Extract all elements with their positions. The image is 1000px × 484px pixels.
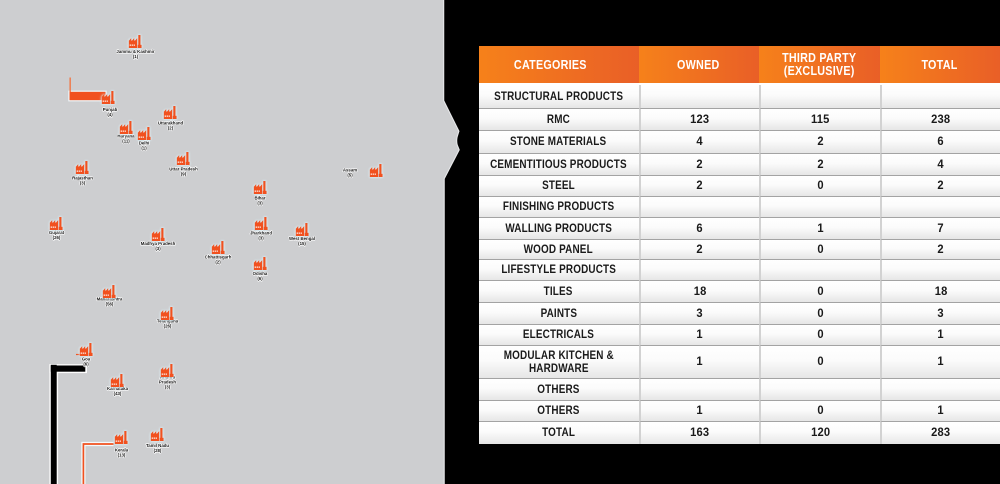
svg-text:Assam: Assam bbox=[343, 167, 357, 172]
svg-text:Chhattisgarh: Chhattisgarh bbox=[205, 254, 232, 259]
svg-text:Andhra: Andhra bbox=[160, 374, 176, 379]
svg-text:Tamil Nadu: Tamil Nadu bbox=[146, 443, 169, 448]
svg-text:(2): (2) bbox=[215, 260, 221, 265]
svg-text:Karnataka: Karnataka bbox=[107, 386, 129, 391]
svg-text:Goa: Goa bbox=[82, 356, 91, 361]
svg-text:Jammu & Kashmir: Jammu & Kashmir bbox=[116, 49, 154, 54]
svg-text:(3): (3) bbox=[257, 201, 263, 206]
svg-text:(56): (56) bbox=[106, 302, 114, 307]
svg-text:Madhya Pradesh: Madhya Pradesh bbox=[141, 241, 176, 246]
svg-text:Uttar Pradesh: Uttar Pradesh bbox=[169, 166, 198, 171]
svg-text:Gujarat: Gujarat bbox=[49, 230, 65, 235]
svg-text:(1): (1) bbox=[141, 146, 147, 151]
svg-text:West Bengal: West Bengal bbox=[289, 236, 315, 241]
svg-text:Punjab: Punjab bbox=[103, 107, 118, 112]
svg-text:Delhi: Delhi bbox=[139, 140, 150, 145]
svg-text:(9): (9) bbox=[181, 172, 187, 177]
svg-text:(5): (5) bbox=[347, 173, 353, 178]
svg-text:(11): (11) bbox=[122, 139, 130, 144]
svg-text:Pradesh: Pradesh bbox=[159, 380, 176, 385]
svg-text:(6): (6) bbox=[83, 362, 89, 367]
svg-text:(15): (15) bbox=[298, 241, 306, 246]
svg-text:Bihar: Bihar bbox=[254, 195, 265, 200]
svg-text:Kerala: Kerala bbox=[115, 447, 129, 452]
svg-text:(43): (43) bbox=[114, 391, 122, 396]
svg-text:(3): (3) bbox=[155, 246, 161, 251]
svg-text:(13): (13) bbox=[118, 453, 126, 458]
svg-text:(3): (3) bbox=[258, 236, 264, 241]
svg-text:Rajasthan: Rajasthan bbox=[72, 175, 93, 180]
svg-text:(6): (6) bbox=[257, 276, 263, 281]
svg-text:Maharashtra: Maharashtra bbox=[97, 296, 123, 301]
svg-text:(28): (28) bbox=[154, 448, 162, 453]
svg-text:Jharkhand: Jharkhand bbox=[250, 230, 272, 235]
svg-text:Telangana: Telangana bbox=[157, 318, 179, 323]
svg-text:Haryana: Haryana bbox=[117, 133, 135, 138]
svg-text:(26): (26) bbox=[164, 324, 172, 329]
svg-text:(1): (1) bbox=[133, 54, 139, 59]
svg-text:(26): (26) bbox=[53, 235, 61, 240]
svg-text:(4): (4) bbox=[107, 112, 113, 117]
svg-text:(3): (3) bbox=[80, 181, 86, 186]
svg-text:Odisha: Odisha bbox=[253, 271, 268, 276]
svg-text:(2): (2) bbox=[168, 126, 174, 131]
svg-text:(3): (3) bbox=[165, 385, 171, 390]
svg-text:Uttarakhand: Uttarakhand bbox=[158, 120, 184, 125]
